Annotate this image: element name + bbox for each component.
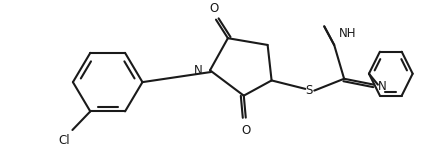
Text: N: N — [194, 64, 203, 77]
Text: S: S — [306, 84, 313, 97]
Text: N: N — [378, 80, 387, 93]
Text: O: O — [209, 1, 219, 15]
Text: Cl: Cl — [59, 134, 70, 147]
Text: O: O — [241, 124, 250, 136]
Text: NH: NH — [339, 27, 357, 40]
